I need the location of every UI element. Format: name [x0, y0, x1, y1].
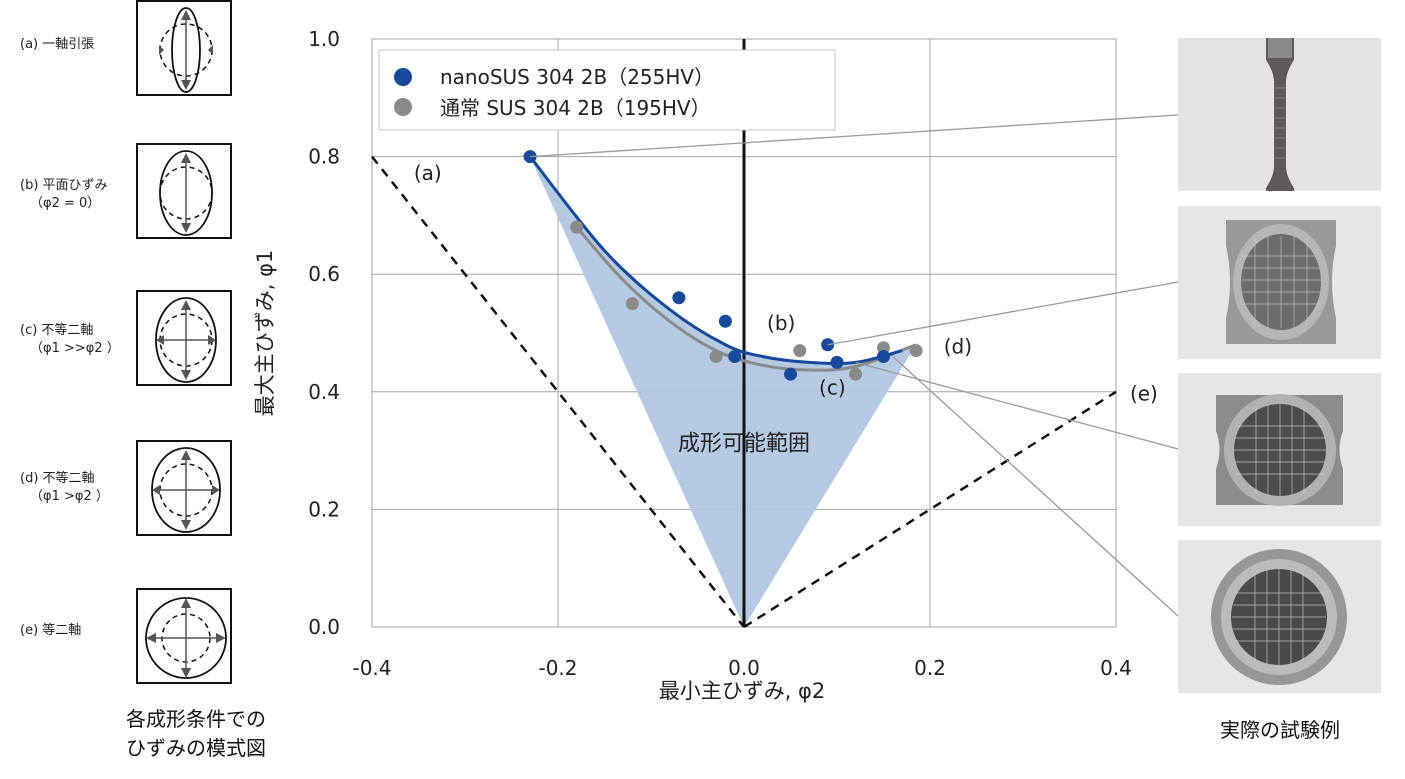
photos-caption: 実際の試験例	[1220, 718, 1340, 742]
x-tick-label: -0.2	[538, 656, 577, 680]
y-tick-label: 1.0	[308, 27, 340, 51]
normal-sus-point	[570, 220, 584, 234]
nanosus-point	[784, 367, 797, 381]
x-tick-label: 0.2	[914, 656, 946, 680]
strain-path-label: (d)	[944, 335, 972, 359]
nanosus-point	[877, 350, 890, 364]
leader-line	[827, 281, 1179, 346]
condition-e-label: (e) 等二軸	[20, 623, 82, 638]
condition-b-sub: （φ2 = 0）	[30, 196, 101, 211]
nanosus-point	[728, 350, 742, 364]
x-tick-label: 0.0	[728, 656, 760, 680]
legend-normal-label: 通常 SUS 304 2B（195HV）	[440, 96, 711, 120]
photo-tensile-specimen	[1178, 38, 1381, 191]
condition-a-label: (a) 一軸引張	[20, 37, 95, 52]
y-axis-title: 最大主ひずみ, φ1	[253, 250, 277, 417]
schematics-caption: 各成形条件での ひずみの模式図	[96, 705, 296, 763]
condition-b-label: (b) 平面ひずみ	[20, 178, 108, 193]
legend-nanosus-marker	[394, 68, 412, 86]
strain-path-label: (a)	[414, 161, 442, 185]
strain-path-label: (b)	[767, 311, 795, 335]
legend-normal-marker	[394, 98, 412, 116]
photo-equibiaxial-specimen	[1178, 540, 1381, 693]
strain-path-label: (e)	[1130, 382, 1158, 406]
strain-path-label: (c)	[819, 376, 846, 400]
legend-box	[378, 49, 836, 131]
leader-line	[855, 361, 1179, 450]
nanosus-point	[830, 355, 844, 369]
condition-e-box	[136, 588, 232, 684]
normal-sus-point	[849, 367, 863, 381]
condition-c-box	[136, 290, 232, 386]
normal-sus-point	[709, 350, 723, 364]
normal-sus-point	[625, 297, 639, 311]
legend-nanosus-label: nanoSUS 304 2B（255HV）	[440, 65, 714, 89]
photo-plane-strain-specimen	[1178, 206, 1381, 359]
normal-sus-point	[909, 344, 923, 358]
photo-biaxial-c-specimen	[1178, 373, 1381, 526]
nanosus-curve	[528, 155, 903, 366]
x-tick-label: -0.4	[352, 656, 391, 680]
condition-a-box	[136, 0, 232, 96]
y-tick-label: 0.0	[308, 615, 340, 639]
formable-region-label: 成形可能範囲	[678, 432, 810, 457]
condition-c-sub: （φ1 >>φ2 ）	[30, 341, 120, 356]
schematics-caption-line1: 各成形条件での	[126, 707, 266, 731]
x-tick-label: 0.4	[1100, 656, 1132, 680]
y-tick-label: 0.6	[308, 262, 340, 286]
reference-line	[371, 155, 745, 628]
normal-sus-point	[793, 344, 807, 358]
leader-line	[530, 114, 1179, 158]
y-tick-label: 0.8	[308, 145, 340, 169]
condition-d-box	[136, 440, 232, 536]
condition-d-label: (d) 不等二軸	[20, 471, 95, 486]
nanosus-point	[672, 291, 686, 305]
condition-c-label: (c) 不等二軸	[20, 323, 94, 338]
x-axis-title: 最小主ひずみ, φ2	[659, 679, 826, 703]
y-tick-label: 0.4	[308, 380, 340, 404]
y-tick-label: 0.2	[308, 497, 340, 521]
schematics-caption-line2: ひずみの模式図	[126, 736, 266, 760]
leader-line	[892, 356, 1179, 617]
condition-b-box	[136, 143, 232, 239]
condition-d-sub: （φ1 >φ2 ）	[30, 489, 109, 504]
nanosus-point	[718, 314, 732, 328]
